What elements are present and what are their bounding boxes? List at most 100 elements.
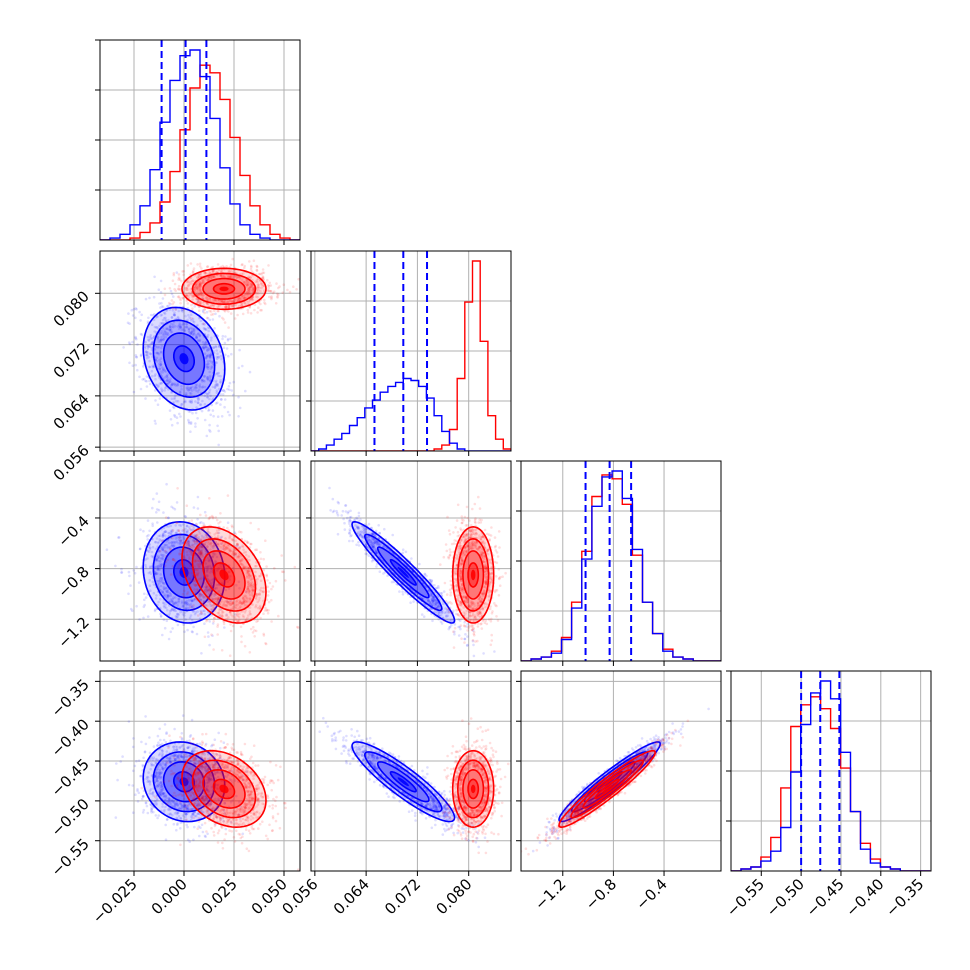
density-contour xyxy=(173,558,195,586)
scatter-point xyxy=(180,732,184,735)
scatter-point xyxy=(184,618,187,621)
scatter-point xyxy=(369,542,372,545)
scatter-point xyxy=(494,549,498,552)
scatter-point xyxy=(192,328,196,332)
scatter-point xyxy=(187,543,191,546)
scatter-point xyxy=(185,530,189,533)
scatter-point xyxy=(134,336,137,340)
scatter-point xyxy=(163,330,166,334)
scatter-point xyxy=(215,542,218,546)
scatter-point xyxy=(274,579,278,583)
scatter-point xyxy=(183,611,187,614)
scatter-point xyxy=(156,521,159,524)
scatter-point xyxy=(270,296,273,300)
scatter-point xyxy=(264,302,267,306)
scatter-point xyxy=(191,319,195,323)
scatter-point xyxy=(260,586,263,590)
scatter-point xyxy=(206,375,210,379)
scatter-point xyxy=(216,596,220,599)
scatter-point xyxy=(148,570,152,574)
scatter-point xyxy=(196,568,199,572)
scatter-point xyxy=(431,602,434,606)
scatter-point xyxy=(494,544,498,548)
scatter-point xyxy=(212,544,215,548)
scatter-point xyxy=(198,286,202,290)
scatter-point xyxy=(440,592,444,595)
scatter-point xyxy=(173,415,177,418)
scatter-point xyxy=(219,545,223,549)
scatter-point xyxy=(429,594,433,598)
scatter-point xyxy=(264,642,267,645)
scatter-point xyxy=(248,291,252,294)
scatter-point xyxy=(450,611,454,615)
scatter-point xyxy=(213,607,216,611)
scatter-point xyxy=(221,611,225,614)
scatter-point xyxy=(161,555,165,559)
scatter-point xyxy=(205,345,208,349)
scatter-point xyxy=(426,598,430,602)
scatter-point xyxy=(248,597,252,601)
scatter-point xyxy=(145,354,149,358)
scatter-point xyxy=(175,521,179,525)
scatter-point xyxy=(177,278,180,281)
scatter-point xyxy=(222,604,225,607)
scatter-point xyxy=(206,588,209,591)
scatter-point xyxy=(183,601,186,604)
scatter-point xyxy=(254,596,257,600)
scatter-point xyxy=(230,304,234,308)
scatter-point xyxy=(208,588,212,591)
scatter-point xyxy=(258,588,262,592)
scatter-point xyxy=(168,547,172,551)
scatter-point xyxy=(198,577,201,581)
scatter-point xyxy=(217,443,220,447)
scatter-point xyxy=(243,301,246,305)
scatter-point xyxy=(166,597,169,600)
scatter-point xyxy=(167,381,170,385)
scatter-point xyxy=(199,552,203,556)
scatter-point xyxy=(219,354,223,358)
scatter-point xyxy=(211,265,215,269)
scatter-point xyxy=(161,318,165,322)
scatter-point xyxy=(131,364,135,368)
scatter-point xyxy=(208,594,212,597)
scatter-point xyxy=(457,634,461,637)
scatter-point xyxy=(194,583,198,587)
scatter-point xyxy=(153,609,157,613)
scatter-point xyxy=(190,571,194,575)
scatter-point xyxy=(175,501,179,504)
scatter-point xyxy=(159,331,162,335)
scatter-point xyxy=(207,517,211,521)
scatter-point xyxy=(158,397,162,400)
scatter-point xyxy=(149,589,152,592)
scatter-point xyxy=(198,281,201,284)
scatter-point xyxy=(200,553,204,557)
scatter-point xyxy=(348,518,352,522)
scatter-point xyxy=(422,615,426,618)
scatter-point xyxy=(246,288,250,292)
scatter-point xyxy=(183,582,186,586)
scatter-point xyxy=(370,526,374,530)
scatter-point xyxy=(135,308,138,311)
scatter-point xyxy=(367,522,371,526)
scatter-point xyxy=(209,271,212,275)
scatter-point xyxy=(146,344,149,348)
scatter-point xyxy=(157,340,161,344)
scatter-point xyxy=(210,275,214,278)
scatter-point xyxy=(242,601,246,604)
scatter-point xyxy=(188,330,191,334)
scatter-point xyxy=(196,276,199,279)
scatter-point xyxy=(190,551,193,555)
scatter-point xyxy=(163,311,166,315)
scatter-point xyxy=(153,330,156,333)
scatter-point xyxy=(187,540,191,544)
scatter-point xyxy=(131,314,135,317)
scatter-point xyxy=(217,522,220,525)
scatter-point xyxy=(245,292,249,296)
scatter-point xyxy=(248,558,251,562)
scatter-point xyxy=(209,535,213,538)
scatter-point xyxy=(184,601,188,604)
panel-2-0 xyxy=(99,460,301,662)
scatter-point xyxy=(354,524,357,527)
scatter-point xyxy=(172,544,175,548)
